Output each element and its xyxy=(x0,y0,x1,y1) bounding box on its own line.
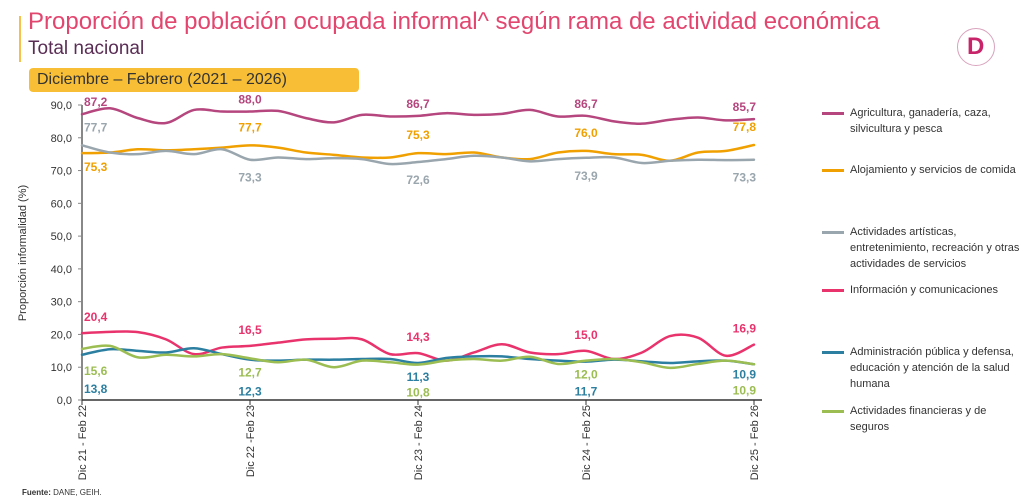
legend-item: Actividades financieras y de seguros xyxy=(822,403,1024,435)
data-label: 15,6 xyxy=(84,364,108,378)
x-tick-label: Dic 21 - Feb 22 xyxy=(77,405,89,480)
data-label: 77,8 xyxy=(733,120,757,134)
dane-logo: D xyxy=(957,28,995,66)
data-label: 73,9 xyxy=(574,169,598,183)
data-label: 14,3 xyxy=(406,330,430,344)
y-tick-label: 0,0 xyxy=(57,395,72,407)
legend-label: Actividades artísticas, entretenimiento,… xyxy=(850,226,1020,270)
legend-label: Administración pública y defensa, educac… xyxy=(850,346,1014,390)
y-tick-label: 90,0 xyxy=(51,100,72,112)
source-text: DANE, GEIH. xyxy=(53,488,102,497)
legend-swatch xyxy=(822,112,844,115)
data-label: 11,3 xyxy=(407,370,430,384)
y-tick-label: 60,0 xyxy=(51,198,72,210)
legend-swatch xyxy=(822,351,844,354)
y-axis-label: Proporción informalidad (%) xyxy=(17,185,29,321)
x-tick-label: Dic 23 - Feb 24 xyxy=(413,405,425,480)
y-tick-label: 50,0 xyxy=(51,231,72,243)
legend-item: Alojamiento y servicios de comida xyxy=(822,162,1024,178)
data-label: 16,5 xyxy=(238,323,262,337)
series-line-2 xyxy=(80,143,756,162)
legend-swatch xyxy=(822,410,844,413)
legend-label: Información y comunicaciones xyxy=(850,284,998,296)
data-label: 85,7 xyxy=(733,100,757,114)
x-tick-label: Dic 22 -Feb 23 xyxy=(245,405,257,477)
data-label: 15,0 xyxy=(574,328,598,342)
y-tick-label: 30,0 xyxy=(51,297,72,309)
source-note: Fuente: DANE, GEIH. xyxy=(22,488,102,497)
data-label: 10,8 xyxy=(406,386,430,400)
y-tick-label: 10,0 xyxy=(51,362,72,374)
legend-label: Alojamiento y servicios de comida xyxy=(850,164,1016,176)
legend-swatch xyxy=(822,231,844,234)
data-label: 87,2 xyxy=(84,95,108,109)
data-label: 75,3 xyxy=(406,128,430,142)
legend-item: Administración pública y defensa, educac… xyxy=(822,344,1024,392)
data-label: 12,3 xyxy=(238,385,262,399)
data-label: 75,3 xyxy=(84,160,108,174)
data-label: 73,3 xyxy=(733,171,757,185)
data-label: 16,9 xyxy=(733,322,757,336)
x-tick-label: Dic 24 - Feb 25 xyxy=(581,405,593,480)
legend-item: Actividades artísticas, entretenimiento,… xyxy=(822,224,1024,272)
y-tick-label: 80,0 xyxy=(51,133,72,145)
data-label: 86,7 xyxy=(406,97,430,111)
legend-swatch xyxy=(822,169,844,172)
series-line-3 xyxy=(80,144,756,166)
legend-item: Información y comunicaciones xyxy=(822,282,1024,298)
data-label: 72,6 xyxy=(406,173,430,187)
data-label: 10,9 xyxy=(733,383,757,397)
page-title: Proporción de población ocupada informal… xyxy=(28,8,880,35)
x-tick-label: Dic 25 - Feb 26 xyxy=(749,405,761,480)
data-label: 77,7 xyxy=(238,120,262,134)
y-tick-label: 40,0 xyxy=(51,264,72,276)
data-label: 12,0 xyxy=(574,368,598,382)
data-label: 73,3 xyxy=(238,171,262,185)
data-label: 76,0 xyxy=(574,126,598,140)
data-label: 13,8 xyxy=(84,382,108,396)
title-accent-bar xyxy=(19,16,21,62)
data-label: 88,0 xyxy=(238,93,262,107)
legend-swatch xyxy=(822,289,844,292)
legend-label: Actividades financieras y de seguros xyxy=(850,405,987,433)
logo-letter: D xyxy=(967,33,985,60)
data-label: 12,7 xyxy=(238,365,262,379)
series-line-1 xyxy=(80,107,756,125)
source-label: Fuente: xyxy=(22,488,51,497)
data-label: 86,7 xyxy=(574,97,598,111)
data-label: 10,9 xyxy=(733,367,757,381)
y-tick-label: 70,0 xyxy=(51,166,72,178)
page-subtitle: Total nacional xyxy=(28,38,145,59)
data-label: 77,7 xyxy=(84,120,108,134)
data-label: 11,7 xyxy=(575,385,598,399)
period-badge: Diciembre – Febrero (2021 – 2026) xyxy=(29,68,359,92)
legend-label: Agricultura, ganadería, caza, silvicultu… xyxy=(850,107,991,135)
data-label: 20,4 xyxy=(84,310,108,324)
series-line-4 xyxy=(80,330,756,362)
y-tick-label: 20,0 xyxy=(51,329,72,341)
series-line-6 xyxy=(80,344,756,370)
legend-item: Agricultura, ganadería, caza, silvicultu… xyxy=(822,105,1024,137)
